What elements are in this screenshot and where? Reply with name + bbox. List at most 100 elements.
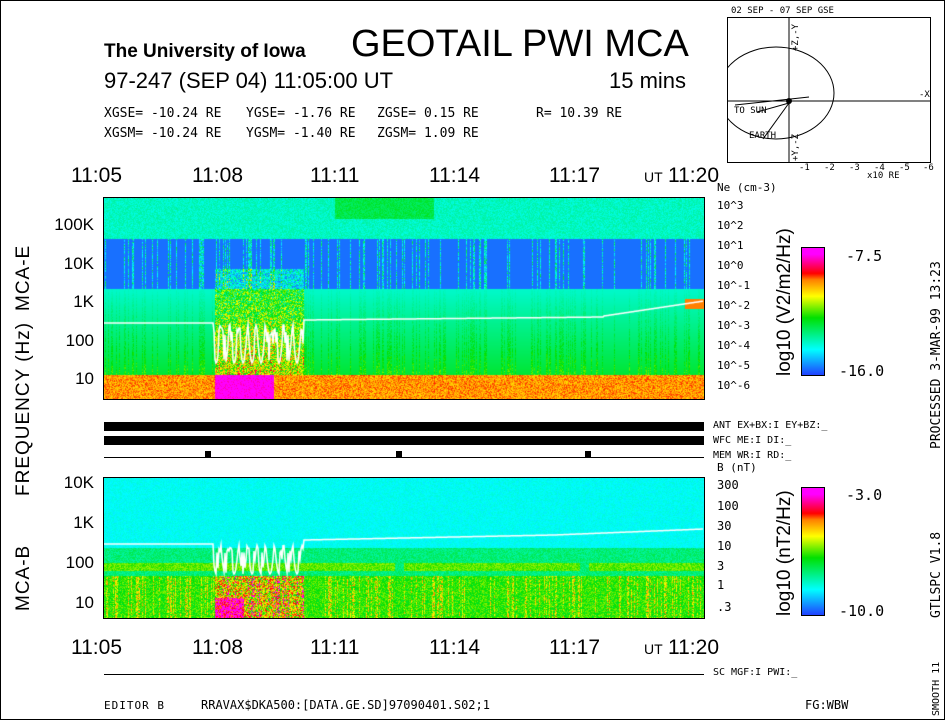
ut-label-bottom: UT	[644, 641, 663, 657]
institution: The University of Iowa	[104, 41, 306, 62]
mca-b-y-tick-label: 1K	[73, 513, 94, 532]
orbit-x-tick: -2	[824, 163, 835, 173]
b-tick-label: .3	[717, 600, 732, 614]
time-tick-label: 11:14	[429, 636, 480, 659]
mca-e-y-tick-label: 10	[75, 369, 94, 388]
orbit-x-tick: -5	[899, 163, 910, 173]
ne-tick-label: 10^0	[717, 259, 744, 272]
time-tick-label: 11:17	[549, 636, 600, 659]
orbit-x-tick: -4	[874, 163, 885, 173]
orbit-x-tick: -6	[923, 163, 934, 173]
earth-marker	[786, 98, 792, 104]
time-tick-label: 11:11	[310, 164, 360, 187]
ne-tick-label: 10^-2	[717, 299, 751, 312]
mca-b-spectrogram	[104, 478, 704, 618]
orbit-path	[727, 46, 835, 140]
mca-e-y-tick-label: 10K	[63, 254, 94, 273]
orbit-bottom-axis-label: +Y,-Z	[791, 133, 801, 161]
wfc-status: WFC ME:I DI:_	[713, 435, 792, 446]
mca-b-colorbar-max: -3.0	[846, 486, 883, 504]
mca-e-label: MCA-E	[13, 244, 34, 311]
orbit-top-axis-label: +Z,-Y	[791, 23, 801, 51]
ygsm: YGSM= -1.40 RE	[246, 126, 356, 141]
b-tick-label: 100	[717, 499, 739, 513]
version: GTLSPC V1.8	[929, 531, 944, 618]
mca-e-y-tick-label: 1K	[73, 292, 94, 311]
sc-status-line	[104, 674, 704, 675]
ne-tick-label: 10^-1	[717, 279, 751, 292]
mca-e-spectrogram	[104, 198, 704, 399]
zgse: ZGSE= 0.15 RE	[377, 106, 479, 121]
mca-e-colorbar-label: log10 (V2/m2/Hz)	[774, 228, 795, 376]
ne-tick-label: 10^1	[717, 239, 744, 252]
sc-status: SC MGF:I PWI:_	[713, 667, 798, 678]
mca-e-colorbar-min: -16.0	[839, 362, 885, 380]
duration: 15 mins	[609, 68, 687, 93]
time-tick-label: 11:05	[71, 164, 122, 187]
time-tick-label: 11:05	[71, 636, 122, 659]
frequency-axis-label: FREQUENCY (Hz)	[13, 321, 34, 496]
time-tick-label: 11:08	[192, 636, 243, 659]
ne-tick-label: 10^-5	[717, 359, 751, 372]
ne-tick-label: 10^-6	[717, 379, 751, 392]
time-tick-label: 11:11	[310, 636, 360, 659]
time-tick-label: 11:14	[429, 164, 480, 187]
smooth-setting: SMOOTH 11	[931, 661, 942, 716]
mca-e-frame	[103, 197, 705, 400]
orbit-title: 02 SEP - 07 SEP GSE	[731, 6, 834, 16]
zgsm: ZGSM= 1.09 RE	[377, 126, 479, 141]
datetime: 97-247 (SEP 04) 11:05:00 UT	[104, 68, 394, 93]
orbit-x-tick: -1	[799, 163, 810, 173]
mem-status: MEM WR:I RD:_	[713, 450, 792, 461]
ne-tick-label: 10^2	[717, 219, 744, 232]
time-tick-label: 11:20	[668, 636, 719, 659]
r-distance: R= 10.39 RE	[536, 106, 623, 121]
mca-b-y-tick-label: 10K	[63, 473, 94, 492]
ut-label-top: UT	[644, 169, 663, 185]
time-tick-label: 11:20	[668, 164, 719, 187]
ygse: YGSE= -1.76 RE	[246, 106, 356, 121]
mca-e-colorbar-max: -7.5	[846, 247, 883, 265]
b-axis-label: B (nT)	[717, 461, 757, 474]
ant-status-bar	[104, 422, 704, 431]
mca-b-colorbar	[801, 487, 825, 616]
ne-tick-label: 10^-4	[717, 339, 751, 352]
fg-label: FG:WBW	[805, 698, 849, 712]
mca-b-frame	[103, 477, 705, 619]
b-tick-label: 30	[717, 519, 732, 533]
mem-status-line	[104, 457, 704, 458]
orbit-x-tick: -3	[849, 163, 860, 173]
data-file: RRAVAX$DKA500:[DATA.GE.SD]97090401.S02;1	[201, 698, 490, 712]
b-tick-label: 300	[717, 478, 739, 492]
b-tick-label: 3	[717, 559, 725, 573]
b-tick-label: 10	[717, 539, 732, 553]
sun-label: TO SUN	[734, 106, 767, 116]
earth-pointer	[762, 102, 790, 140]
mem-marker	[205, 451, 211, 458]
orbit-plot	[727, 17, 931, 163]
mca-b-colorbar-min: -10.0	[839, 602, 885, 620]
earth-label: EARTH	[749, 131, 777, 141]
ne-tick-label: 10^3	[717, 199, 744, 212]
ne-axis-label: Ne (cm-3)	[717, 181, 777, 194]
wfc-status-bar	[104, 436, 704, 445]
mca-b-y-tick-label: 10	[75, 593, 94, 612]
orbit-x-axis-label: -X	[919, 90, 930, 100]
processed-date: PROCESSED 3-MAR-99 13:23	[929, 261, 944, 449]
mem-marker	[585, 451, 591, 458]
mca-e-y-tick-label: 100K	[54, 215, 94, 234]
xgse: XGSE= -10.24 RE	[104, 106, 222, 121]
mca-b-colorbar-label: log10 (nT2/Hz)	[774, 490, 795, 616]
mca-e-y-tick-label: 100	[65, 331, 94, 350]
mem-marker	[396, 451, 402, 458]
time-tick-label: 11:08	[192, 164, 243, 187]
mca-b-label: MCA-B	[13, 544, 34, 611]
b-tick-label: 1	[717, 578, 725, 592]
ant-status: ANT EX+BX:I EY+BZ:_	[713, 420, 828, 431]
mca-e-colorbar	[801, 247, 825, 376]
orbit-x-unit: x10 RE	[867, 171, 900, 181]
time-tick-label: 11:17	[549, 164, 600, 187]
editor-label: EDITOR B	[104, 699, 165, 712]
ne-tick-label: 10^-3	[717, 319, 751, 332]
